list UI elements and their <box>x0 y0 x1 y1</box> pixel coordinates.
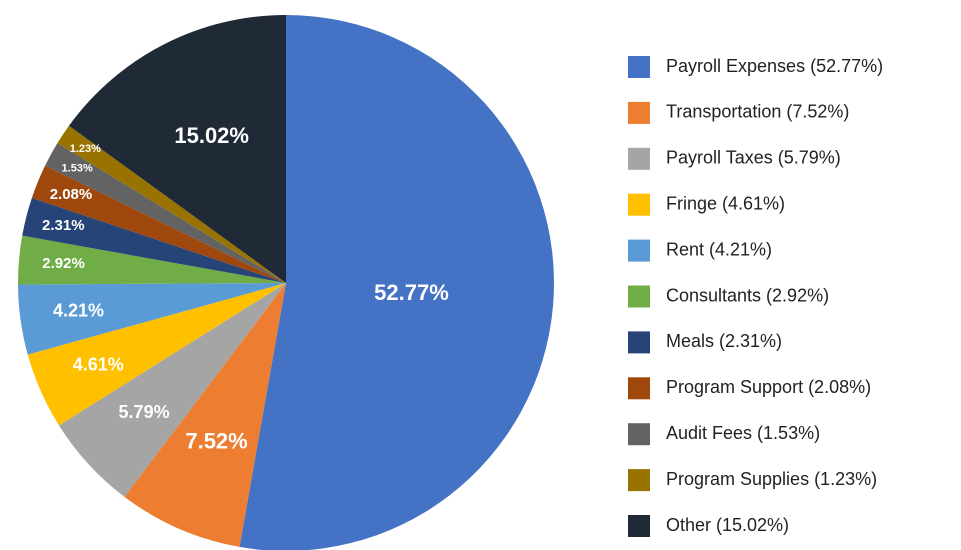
legend-swatch <box>628 239 650 262</box>
pie-slice <box>58 283 287 497</box>
data-label: 2.31% <box>42 217 85 234</box>
legend-swatch <box>628 56 650 78</box>
pie-slice <box>68 15 286 283</box>
pie-slice <box>18 283 287 355</box>
legend-label: Meals (2.31%) <box>666 331 782 351</box>
legend-swatch <box>628 147 650 170</box>
data-label: 52.77% <box>374 280 449 305</box>
legend-swatch <box>628 515 650 537</box>
data-label: 7.52% <box>185 428 247 453</box>
legend-swatch <box>628 423 650 446</box>
legend-label: Audit Fees (1.53%) <box>666 423 820 443</box>
pie-slice <box>124 283 286 547</box>
data-label: 4.21% <box>53 301 104 321</box>
legend-swatch <box>628 331 650 354</box>
data-label: 2.92% <box>42 255 85 272</box>
pie-slice <box>31 165 286 283</box>
legend-label: Transportation (7.52%) <box>666 102 849 122</box>
pie-slice <box>22 197 286 283</box>
legend-label: Payroll Taxes (5.79%) <box>666 148 841 168</box>
data-label: 2.08% <box>50 186 93 203</box>
data-label: 1.53% <box>62 162 93 174</box>
data-label: 5.79% <box>119 402 170 422</box>
legend-swatch <box>628 285 650 308</box>
pie-slice <box>239 15 554 550</box>
pie-slice <box>57 125 287 283</box>
pie-slice <box>18 235 287 285</box>
data-label: 15.02% <box>174 123 249 148</box>
legend-label: Other (15.02%) <box>666 515 789 535</box>
legend-label: Program Support (2.08%) <box>666 377 871 397</box>
legend-swatch <box>628 193 650 216</box>
data-label: 1.23% <box>70 143 101 155</box>
legend-swatch <box>628 377 650 400</box>
data-label: 4.61% <box>73 355 124 375</box>
legend-label: Payroll Expenses (52.77%) <box>666 56 883 76</box>
legend-label: Rent (4.21%) <box>666 239 772 259</box>
pie-slice <box>45 142 286 283</box>
legend-swatch <box>628 101 650 124</box>
pie-slice <box>27 283 286 426</box>
legend-label: Fringe (4.61%) <box>666 193 785 213</box>
legend-label: Program Supplies (1.23%) <box>666 469 877 489</box>
legend-label: Consultants (2.92%) <box>666 285 829 305</box>
legend-swatch <box>628 469 650 492</box>
